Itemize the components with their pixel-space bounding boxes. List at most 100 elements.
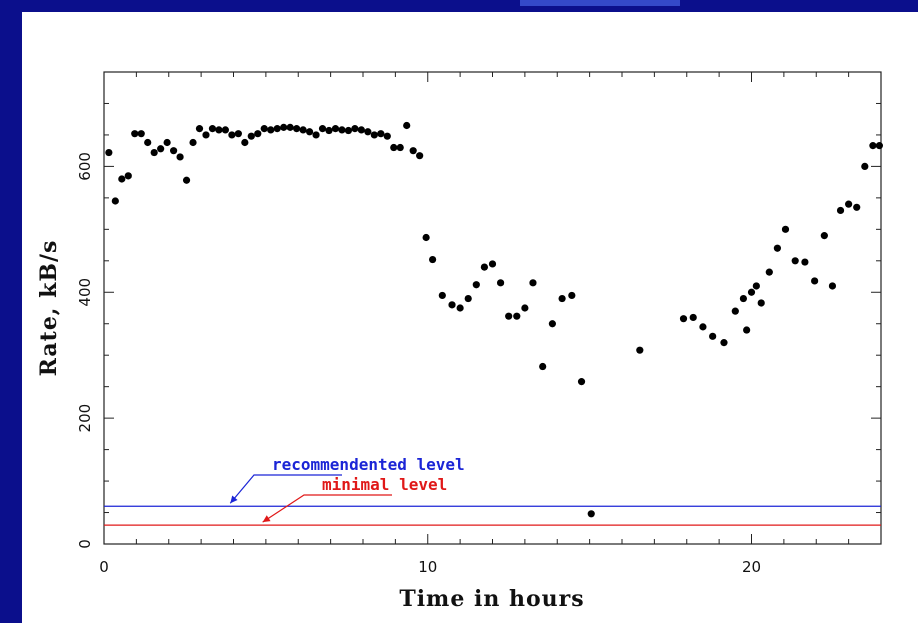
data-point (390, 143, 398, 152)
data-point (234, 130, 242, 138)
data-point (396, 143, 404, 152)
data-point (176, 153, 184, 161)
data-point (267, 126, 275, 134)
data-point (195, 125, 204, 133)
data-point (828, 282, 837, 290)
data-point (111, 197, 119, 205)
data-points (105, 121, 883, 518)
data-point (568, 291, 576, 300)
data-point (338, 126, 346, 134)
y-tick-label: 0 (76, 539, 94, 549)
data-point (513, 312, 521, 320)
data-point (548, 320, 556, 328)
data-point (131, 130, 139, 138)
x-tick-label: 10 (418, 558, 437, 576)
data-point (118, 175, 126, 183)
data-point (357, 126, 365, 134)
data-point (739, 294, 748, 303)
axis-ticks (103, 71, 882, 545)
data-point (150, 148, 158, 157)
data-point (254, 130, 262, 138)
data-point (215, 126, 223, 134)
data-point (488, 260, 497, 268)
x-axis-title: Time in hours (399, 586, 584, 612)
data-point (144, 138, 152, 147)
data-point (472, 281, 480, 289)
data-point (781, 225, 790, 233)
y-tick-label: 200 (76, 404, 94, 433)
data-point (529, 279, 537, 287)
reference-line-label: minimal level (322, 475, 447, 494)
reference-line-label: recommendented level (272, 455, 465, 474)
data-point (105, 148, 113, 157)
data-point (409, 147, 417, 155)
annotation-leader (262, 494, 392, 523)
data-point (312, 131, 320, 139)
left-bar (0, 0, 22, 623)
data-point (875, 142, 883, 150)
data-point (448, 301, 456, 309)
data-point (422, 233, 430, 242)
data-point (699, 323, 707, 331)
data-point (247, 132, 255, 140)
data-point (429, 255, 437, 264)
data-point (305, 128, 314, 136)
data-point (757, 299, 765, 307)
data-point (260, 125, 268, 133)
data-point (765, 268, 773, 276)
data-point (344, 126, 353, 135)
data-point (273, 125, 281, 133)
data-point (480, 263, 489, 271)
data-point (124, 172, 132, 180)
data-point (456, 304, 464, 312)
data-point (228, 131, 236, 139)
data-point (403, 121, 411, 130)
y-tick-label: 600 (76, 152, 94, 181)
data-point (325, 126, 333, 135)
data-point (383, 132, 391, 140)
data-point (853, 203, 861, 211)
data-point (820, 232, 828, 240)
data-point (331, 125, 340, 133)
data-point (157, 145, 165, 153)
data-point (773, 244, 782, 252)
data-point (364, 128, 372, 136)
data-point (558, 294, 566, 303)
x-tick-label: 20 (742, 558, 761, 576)
data-point (370, 131, 378, 139)
data-point (709, 332, 717, 340)
data-point (747, 288, 756, 296)
data-point (679, 315, 688, 323)
data-point (464, 294, 472, 303)
data-point (836, 206, 845, 215)
x-tick-label: 0 (99, 558, 109, 576)
data-point (351, 125, 359, 133)
data-point (293, 125, 301, 133)
y-axis-title: Rate, kB/s (36, 240, 62, 377)
data-point (791, 257, 799, 265)
data-point (137, 130, 145, 138)
data-point (743, 326, 751, 334)
annotation-arrowhead (262, 515, 271, 523)
data-point (752, 282, 760, 290)
data-point (539, 362, 547, 371)
data-point (221, 126, 230, 134)
data-point (689, 313, 697, 322)
data-point (801, 258, 809, 266)
data-point (521, 304, 529, 312)
data-point (163, 138, 171, 147)
data-point (845, 200, 853, 208)
data-point (438, 291, 446, 300)
top-bar (0, 0, 918, 12)
data-point (861, 162, 869, 170)
data-point (577, 378, 586, 386)
data-point (496, 279, 505, 287)
top-bar-highlight (520, 0, 680, 6)
data-point (416, 152, 424, 160)
y-tick-label: 400 (76, 278, 94, 307)
data-point (869, 142, 877, 150)
data-point (505, 312, 513, 320)
annotation-arrowhead (230, 495, 238, 504)
